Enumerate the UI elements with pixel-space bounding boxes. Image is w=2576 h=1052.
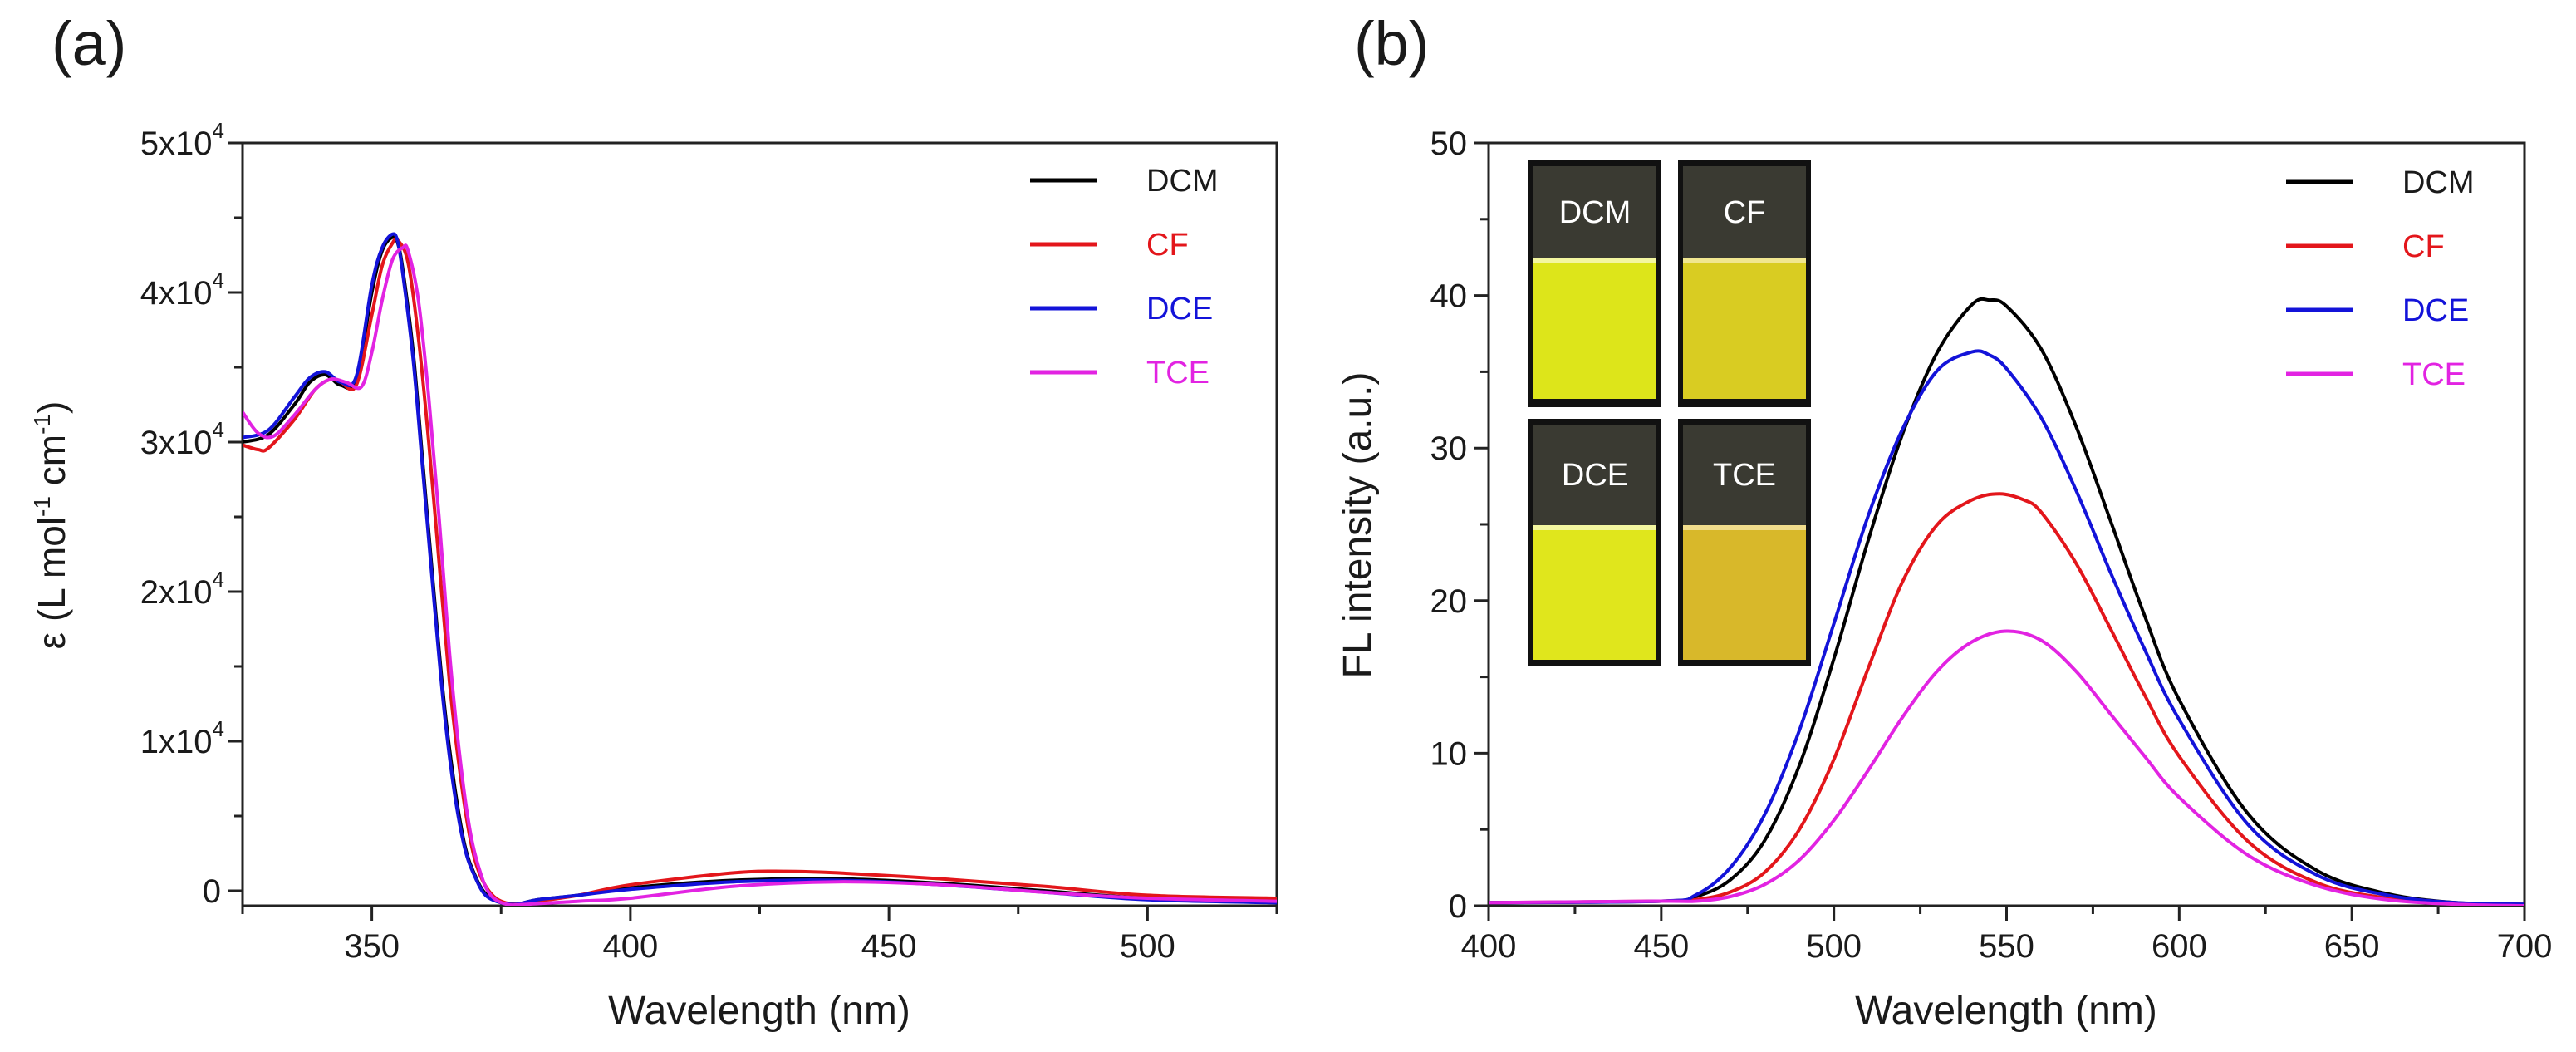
legend-label-tce: TCE xyxy=(1146,356,1209,391)
y-tick-label: 50 xyxy=(1430,125,1468,162)
series-line-cf xyxy=(1489,492,2524,906)
y-tick-label: 4x104 xyxy=(140,268,224,312)
legend-b: DCM CF DCE TCE xyxy=(2286,165,2475,392)
y-tick-base: 5x10 xyxy=(140,125,213,162)
y-tick-base: 0 xyxy=(203,873,221,910)
vial-label-dce: DCE xyxy=(1562,458,1628,493)
series-lines-a xyxy=(243,232,1277,906)
y-axis-label-a: ε (L mol-1 cm-1) xyxy=(29,401,73,650)
panel-a: 350 400 450 500 01x1042x1043x1044x1045x104 … xyxy=(29,118,1278,1033)
y-tick-label: 0 xyxy=(1449,888,1467,925)
y-tick-label: 5x104 xyxy=(140,118,224,162)
x-ticks-b: 400 450 500 550 600 650 700 xyxy=(1461,906,2553,965)
series-line-dce xyxy=(243,232,1277,906)
x-axis-label-b: Wavelength (nm) xyxy=(1855,989,2157,1033)
x-tick-label: 600 xyxy=(2152,928,2207,965)
vial-label-tce: TCE xyxy=(1713,458,1776,493)
legend-label-cf: CF xyxy=(2402,229,2445,264)
series-line-cf xyxy=(243,237,1277,906)
y-label-a-suffix: ) xyxy=(30,401,73,414)
x-tick-label: 500 xyxy=(1120,928,1175,965)
legend-a: DCM CF DCE TCE xyxy=(1030,164,1219,391)
x-tick-label: 450 xyxy=(1633,928,1689,965)
vial-tce: TCE xyxy=(1678,419,1811,666)
panel-b-label: (b) xyxy=(1354,9,1429,78)
y-tick-label: 40 xyxy=(1430,278,1468,315)
y-tick-exponent: 4 xyxy=(213,118,224,143)
panel-b: 400 450 500 550 600 650 700 0 10 20 30 40 50 Wavele… xyxy=(1336,125,2552,1033)
x-tick-label: 400 xyxy=(1461,928,1517,965)
legend-label-dcm: DCM xyxy=(2402,165,2475,200)
vial-dce: DCE xyxy=(1528,419,1661,666)
y-tick-label: 30 xyxy=(1430,430,1468,467)
x-tick-label: 400 xyxy=(603,928,659,965)
x-tick-label: 700 xyxy=(2497,928,2553,965)
series-line-dcm xyxy=(243,234,1277,906)
y-axis-label-b: FL intensity (a.u.) xyxy=(1336,371,1380,678)
legend-label-dce: DCE xyxy=(2402,293,2469,328)
y-tick-exponent: 4 xyxy=(213,417,224,442)
y-tick-base: 2x10 xyxy=(140,574,213,611)
y-tick-label: 10 xyxy=(1430,735,1468,772)
y-label-a-prefix: ε (L mol xyxy=(30,517,73,649)
y-label-a-exp2: -1 xyxy=(29,414,55,435)
x-tick-label: 350 xyxy=(344,928,400,965)
legend-label-cf: CF xyxy=(1146,228,1189,263)
x-axis-label-a: Wavelength (nm) xyxy=(608,989,910,1033)
y-tick-exponent: 4 xyxy=(213,716,224,741)
panel-a-label: (a) xyxy=(52,9,126,78)
x-ticks-a: 350 400 450 500 xyxy=(241,906,1278,965)
series-lines-b xyxy=(1489,297,2524,906)
y-tick-exponent: 4 xyxy=(213,268,224,292)
y-tick-exponent: 4 xyxy=(213,567,224,592)
vial-label-cf: CF xyxy=(1724,195,1766,230)
y-tick-base: 1x10 xyxy=(140,724,213,760)
y-tick-label: 0 xyxy=(203,873,221,910)
legend-label-tce: TCE xyxy=(2402,357,2466,392)
y-tick-label: 1x104 xyxy=(140,716,224,760)
x-tick-label: 450 xyxy=(861,928,917,965)
vial-label-dcm: DCM xyxy=(1559,195,1631,230)
vial-dcm: DCM xyxy=(1528,160,1661,407)
y-ticks-b: 0 10 20 30 40 50 xyxy=(1430,125,1489,925)
y-tick-label: 20 xyxy=(1430,583,1468,620)
inset-photo: DCM CF DCE TCE xyxy=(1528,160,1811,666)
y-tick-base: 4x10 xyxy=(140,275,213,312)
series-line-dce xyxy=(1489,349,2524,906)
y-label-a-exp1: -1 xyxy=(29,496,55,517)
y-tick-label: 2x104 xyxy=(140,567,224,611)
series-line-tce xyxy=(243,243,1277,906)
axes-frame-a xyxy=(241,141,1278,907)
x-tick-label: 650 xyxy=(2324,928,2380,965)
series-line-tce xyxy=(1489,629,2524,906)
y-tick-label: 3x104 xyxy=(140,417,224,461)
x-tick-label: 500 xyxy=(1806,928,1862,965)
vial-cf: CF xyxy=(1678,160,1811,407)
legend-label-dce: DCE xyxy=(1146,292,1213,327)
x-tick-label: 550 xyxy=(1979,928,2034,965)
legend-label-dcm: DCM xyxy=(1146,164,1219,199)
y-tick-base: 3x10 xyxy=(140,425,213,461)
y-label-a-mid: cm xyxy=(30,435,73,496)
series-line-dcm xyxy=(1489,297,2524,906)
